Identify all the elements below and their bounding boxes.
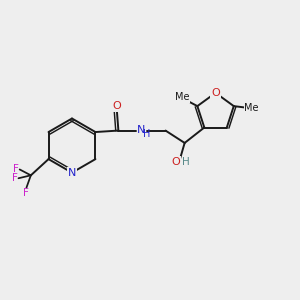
Text: H: H: [143, 129, 150, 139]
Text: F: F: [12, 173, 18, 183]
Text: N: N: [68, 168, 76, 178]
Text: Me: Me: [175, 92, 189, 102]
Text: F: F: [23, 188, 29, 198]
Text: O: O: [211, 88, 220, 98]
Text: N: N: [137, 125, 146, 135]
Text: Me: Me: [244, 103, 259, 112]
Text: H: H: [182, 157, 190, 167]
Text: F: F: [13, 164, 19, 174]
Text: O: O: [112, 100, 121, 110]
Text: O: O: [171, 157, 180, 167]
